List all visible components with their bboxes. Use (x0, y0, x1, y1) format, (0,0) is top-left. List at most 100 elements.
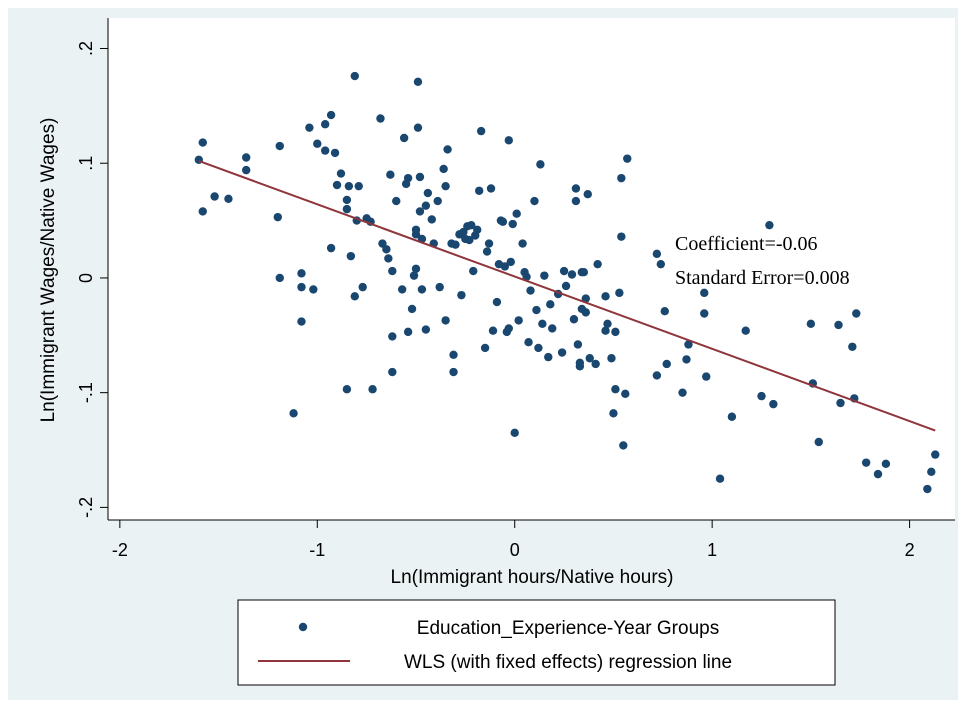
scatter-point (700, 288, 709, 298)
scatter-point (224, 194, 233, 203)
scatter-point (583, 190, 592, 199)
x-axis-title: Ln(Immigrant hours/Native hours) (391, 567, 674, 588)
scatter-point (678, 388, 687, 397)
scatter-point (591, 359, 600, 369)
scatter-point (386, 170, 395, 179)
scatter-point (289, 409, 298, 418)
x-tick-label: 2 (905, 540, 915, 560)
scatter-point (476, 126, 486, 136)
scatter-point (198, 138, 207, 147)
scatter-point (682, 355, 691, 364)
scatter-point (480, 343, 490, 353)
scatter-point (573, 340, 583, 349)
scatter-point (571, 184, 581, 193)
scatter-point (652, 249, 662, 259)
scatter-point (619, 441, 628, 450)
y-tick-label: -.2 (76, 497, 96, 518)
scatter-point (297, 269, 306, 278)
scatter-point (861, 458, 871, 467)
scatter-point (621, 389, 630, 399)
scatter-point (273, 212, 282, 222)
scatter-point (449, 350, 458, 360)
scatter-point (611, 385, 620, 394)
scatter-point (320, 146, 330, 155)
scatter-point (313, 139, 322, 148)
legend-label: Education_Experience-Year Groups (417, 618, 719, 639)
scatter-point (326, 243, 336, 253)
scatter-point (411, 225, 421, 234)
scatter-point (344, 181, 354, 191)
scatter-point (403, 327, 413, 337)
scatter-point (544, 352, 553, 362)
scatter-point (656, 259, 666, 269)
scatter-point (421, 201, 431, 210)
scatter-point (210, 192, 219, 201)
scatter-point (350, 71, 359, 81)
scatter-point (702, 372, 711, 381)
scatter-point (346, 251, 356, 261)
scatter-point (540, 271, 549, 280)
scatter-point (423, 188, 433, 198)
scatter-point (399, 133, 409, 143)
scatter-point (342, 204, 352, 214)
scatter-point (557, 348, 567, 357)
legend-box (237, 599, 836, 686)
scatter-point (660, 307, 669, 316)
scatter-point (397, 285, 407, 294)
scatter-point (852, 309, 861, 318)
scatter-point (388, 367, 397, 377)
x-tick-label: 0 (510, 540, 520, 560)
scatter-point (417, 285, 427, 294)
scatter-point (309, 285, 318, 294)
legend-label: WLS (with fixed effects) regression line (404, 652, 732, 673)
scatter-point (275, 273, 284, 283)
scatter-point (392, 196, 401, 206)
scatter-point (506, 257, 515, 267)
y-tick-label: 0 (76, 273, 96, 283)
scatter-point (532, 305, 541, 315)
scatter-point (609, 409, 618, 418)
scatter-point (413, 77, 423, 86)
scatter-point (518, 239, 527, 248)
scatter-point (504, 324, 513, 333)
scatter-point (332, 180, 342, 190)
scatter-point (662, 359, 671, 369)
scatter-point (486, 184, 496, 193)
scatter-point (923, 484, 932, 494)
scatter-point (388, 266, 397, 276)
scatter-point (474, 186, 484, 195)
scatter-point (546, 300, 555, 309)
scatter-point (575, 358, 585, 368)
scatter-point (427, 215, 436, 224)
scatter-point (275, 141, 284, 151)
y-tick-label: -.1 (76, 382, 96, 403)
scatter-point (388, 332, 397, 341)
scatter-point (834, 320, 843, 330)
scatter-point (297, 282, 306, 292)
scatter-point (684, 340, 693, 349)
scatter-point (500, 262, 510, 271)
scatter-point (342, 195, 352, 205)
plot-layer (194, 71, 940, 494)
scatter-point (467, 220, 476, 230)
scatter-point (881, 459, 891, 468)
scatter-point (320, 120, 330, 129)
scatter-point (403, 173, 413, 183)
legend-marker (298, 622, 308, 632)
x-tick-label: -1 (309, 540, 325, 560)
scatter-point (441, 181, 450, 191)
scatter-point (615, 288, 624, 298)
scatter-point (242, 153, 251, 162)
scatter-point (538, 319, 547, 329)
scatter-point (439, 164, 448, 174)
scatter-point (336, 169, 346, 178)
scatter-point (510, 428, 519, 438)
plot-region (108, 18, 955, 520)
scatter-point (482, 247, 492, 256)
scatter-point (465, 235, 474, 245)
scatter-point (473, 225, 482, 234)
scatter-point (433, 196, 442, 206)
scatter-point (330, 148, 340, 158)
scatter-point (526, 286, 535, 295)
scatter-point (836, 398, 845, 408)
